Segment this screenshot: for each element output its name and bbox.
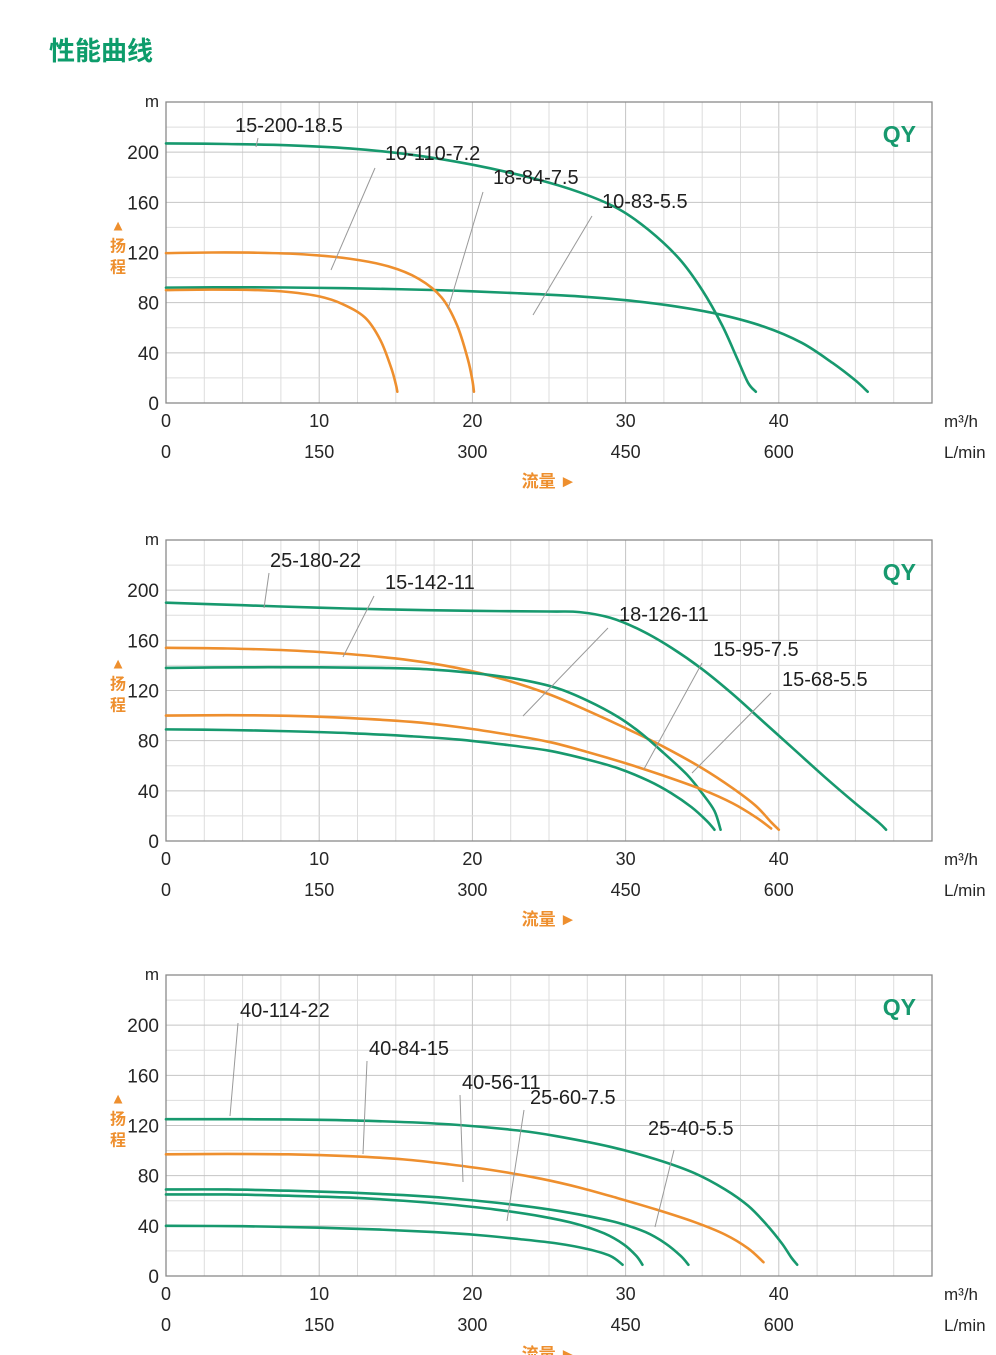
svg-text:10: 10 — [309, 1284, 329, 1304]
svg-text:流量 ►: 流量 ► — [522, 905, 577, 930]
svg-text:150: 150 — [304, 880, 334, 900]
svg-text:10-110-7.2: 10-110-7.2 — [385, 143, 480, 165]
svg-text:450: 450 — [611, 1315, 641, 1335]
svg-text:25-40-5.5: 25-40-5.5 — [648, 1118, 734, 1140]
svg-text:10: 10 — [309, 411, 329, 431]
svg-text:600: 600 — [764, 880, 794, 900]
svg-text:15-200-18.5: 15-200-18.5 — [235, 115, 343, 137]
svg-text:m: m — [145, 530, 159, 549]
svg-text:m³/h: m³/h — [944, 1285, 978, 1304]
svg-text:160: 160 — [127, 1066, 159, 1087]
svg-text:80: 80 — [138, 1167, 159, 1188]
svg-text:40-84-15: 40-84-15 — [369, 1038, 449, 1060]
svg-text:程: 程 — [110, 1127, 126, 1151]
svg-text:30: 30 — [616, 411, 636, 431]
svg-text:m: m — [145, 92, 159, 111]
svg-text:0: 0 — [161, 849, 171, 869]
svg-text:160: 160 — [127, 193, 159, 214]
svg-text:m³/h: m³/h — [944, 412, 978, 431]
svg-text:0: 0 — [148, 1267, 159, 1288]
svg-text:20: 20 — [462, 1284, 482, 1304]
svg-text:QY: QY — [883, 994, 916, 1020]
svg-text:150: 150 — [304, 442, 334, 462]
svg-text:80: 80 — [138, 294, 159, 315]
svg-text:450: 450 — [611, 880, 641, 900]
svg-text:0: 0 — [161, 1284, 171, 1304]
svg-text:15-95-7.5: 15-95-7.5 — [713, 639, 799, 661]
svg-text:18-126-11: 18-126-11 — [619, 604, 709, 626]
svg-text:200: 200 — [127, 143, 159, 164]
svg-text:30: 30 — [616, 849, 636, 869]
svg-text:160: 160 — [127, 631, 159, 652]
svg-text:120: 120 — [127, 244, 159, 265]
svg-text:0: 0 — [161, 411, 171, 431]
svg-text:L/min: L/min — [944, 443, 986, 462]
svg-text:20: 20 — [462, 849, 482, 869]
svg-text:40: 40 — [138, 782, 159, 803]
svg-text:15-68-5.5: 15-68-5.5 — [782, 669, 868, 691]
svg-text:0: 0 — [161, 880, 171, 900]
svg-text:L/min: L/min — [944, 881, 986, 900]
svg-text:40-56-11: 40-56-11 — [462, 1072, 541, 1094]
svg-text:0: 0 — [161, 442, 171, 462]
svg-text:m: m — [145, 965, 159, 984]
svg-text:40: 40 — [769, 849, 789, 869]
svg-text:10-83-5.5: 10-83-5.5 — [602, 191, 688, 213]
svg-text:L/min: L/min — [944, 1316, 986, 1335]
svg-text:200: 200 — [127, 1016, 159, 1037]
svg-text:40-114-22: 40-114-22 — [240, 1000, 330, 1022]
svg-text:QY: QY — [883, 559, 916, 585]
svg-text:300: 300 — [457, 442, 487, 462]
svg-text:40: 40 — [769, 411, 789, 431]
svg-text:150: 150 — [304, 1315, 334, 1335]
svg-text:0: 0 — [148, 394, 159, 415]
svg-text:30: 30 — [616, 1284, 636, 1304]
svg-text:程: 程 — [110, 692, 126, 716]
svg-text:25-60-7.5: 25-60-7.5 — [530, 1087, 616, 1109]
svg-text:m³/h: m³/h — [944, 850, 978, 869]
svg-text:流量 ►: 流量 ► — [522, 467, 577, 492]
svg-text:20: 20 — [462, 411, 482, 431]
svg-text:40: 40 — [138, 1217, 159, 1238]
svg-text:程: 程 — [110, 254, 126, 278]
svg-text:120: 120 — [127, 682, 159, 703]
svg-text:QY: QY — [883, 121, 916, 147]
svg-text:10: 10 — [309, 849, 329, 869]
svg-text:18-84-7.5: 18-84-7.5 — [493, 167, 579, 189]
svg-text:15-142-11: 15-142-11 — [385, 572, 475, 594]
svg-text:0: 0 — [148, 832, 159, 853]
svg-text:200: 200 — [127, 581, 159, 602]
svg-text:600: 600 — [764, 1315, 794, 1335]
svg-text:600: 600 — [764, 442, 794, 462]
svg-text:300: 300 — [457, 880, 487, 900]
svg-text:流量 ►: 流量 ► — [522, 1340, 577, 1355]
svg-text:25-180-22: 25-180-22 — [270, 550, 361, 572]
svg-text:0: 0 — [161, 1315, 171, 1335]
svg-text:300: 300 — [457, 1315, 487, 1335]
svg-text:450: 450 — [611, 442, 641, 462]
svg-text:40: 40 — [138, 344, 159, 365]
svg-text:80: 80 — [138, 732, 159, 753]
svg-text:40: 40 — [769, 1284, 789, 1304]
svg-text:120: 120 — [127, 1117, 159, 1138]
